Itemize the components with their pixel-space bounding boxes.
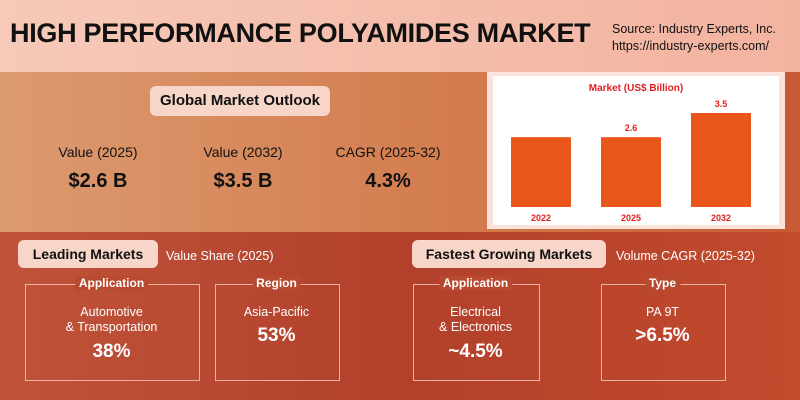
header xyxy=(0,0,800,72)
metric-label: Value (2025) xyxy=(58,144,138,160)
data-label: 3.5 xyxy=(715,99,728,109)
card-label: Asia-Pacific xyxy=(243,305,310,319)
card-label: Electrical xyxy=(450,305,501,319)
x-tick-label: 2022 xyxy=(531,213,551,223)
card-heading: Region xyxy=(252,276,301,290)
card-heading: Type xyxy=(644,276,681,290)
card-value: ~4.5% xyxy=(448,341,503,362)
metric-value: $2.6 B xyxy=(68,170,128,192)
section-title: Fastest Growing Markets xyxy=(412,240,606,268)
card-value: >6.5% xyxy=(635,325,690,346)
source: Source: Industry Experts, Inc. xyxy=(612,22,776,36)
section-subtitle: Volume CAGR (2025-32) xyxy=(616,249,755,263)
card-label: PA 9T xyxy=(645,305,680,319)
section-title: Leading Markets xyxy=(18,240,158,268)
x-tick-label: 2025 xyxy=(621,213,641,223)
bar xyxy=(601,137,661,207)
page-title: HIGH PERFORMANCE POLYAMIDES MARKET xyxy=(10,18,591,48)
chart-title: Market (US$ Billion) xyxy=(589,83,683,94)
card-label: & Electronics xyxy=(439,320,512,334)
x-tick-label: 2032 xyxy=(711,213,731,223)
card-heading: Application xyxy=(438,276,513,290)
card-value: 53% xyxy=(257,325,296,346)
bar-chart: Market (US$ Billion) 2022 2.6 2025 3.5 2032 xyxy=(487,72,785,229)
metric-value: 4.3% xyxy=(365,170,411,192)
card-label: Automotive xyxy=(80,305,143,319)
metric-value: $3.5 B xyxy=(213,170,273,192)
section-title: Global Market Outlook xyxy=(150,86,330,116)
section-subtitle: Value Share (2025) xyxy=(166,249,274,263)
metric-label: Value (2032) xyxy=(203,144,283,160)
card-value: 38% xyxy=(92,341,131,362)
source-url: https://industry-experts.com/ xyxy=(612,39,770,53)
metric-label: CAGR (2025-32) xyxy=(335,144,441,160)
card-label: & Transportation xyxy=(65,320,158,334)
card-heading: Application xyxy=(74,276,149,290)
data-label: 2.6 xyxy=(625,123,638,133)
bar xyxy=(691,113,751,207)
bar xyxy=(511,137,571,207)
